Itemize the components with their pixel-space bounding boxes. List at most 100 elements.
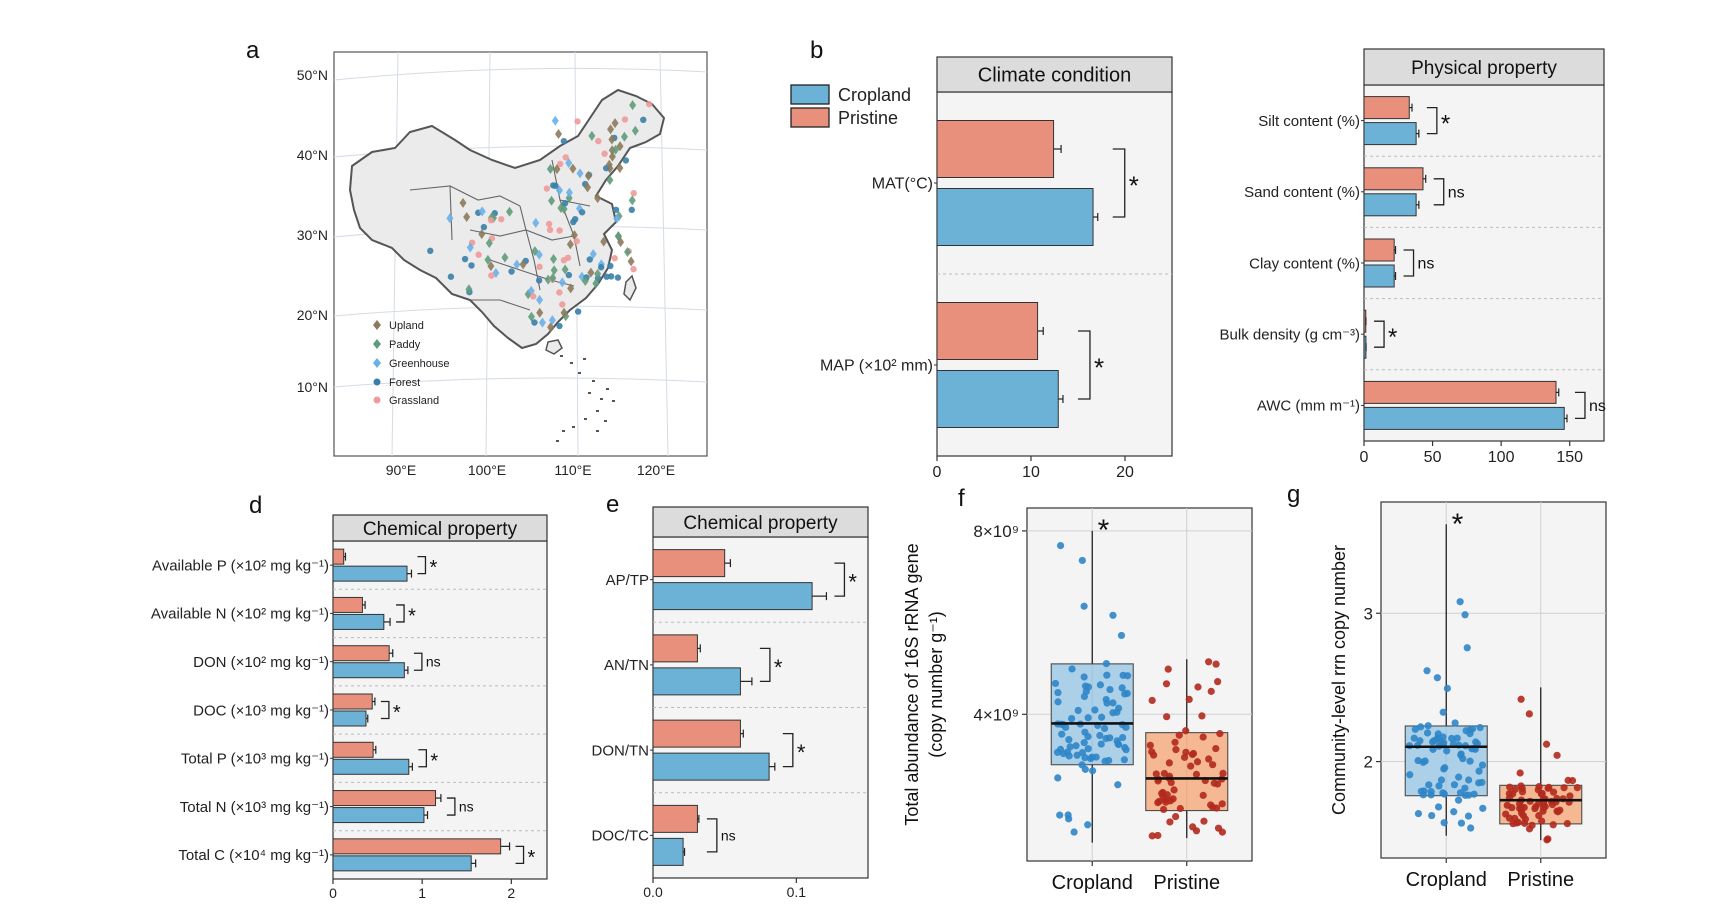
forest-point (612, 206, 620, 214)
data-point (1461, 611, 1469, 619)
x-tick-label: 10 (1022, 464, 1040, 481)
data-point (1531, 804, 1539, 813)
x-tick-label: Pristine (1153, 872, 1220, 894)
data-point (1212, 744, 1220, 753)
data-point (1054, 774, 1062, 782)
significance-bracket (417, 555, 427, 575)
data-point (1416, 737, 1424, 745)
data-point (1543, 836, 1551, 844)
data-point (1455, 773, 1463, 781)
grassland-point (601, 150, 608, 157)
data-point (1170, 786, 1178, 794)
data-point (1064, 811, 1072, 819)
map-south-sea-islands (556, 355, 615, 442)
greenhouse-point (576, 168, 584, 179)
greenhouse-legend-icon (373, 358, 381, 368)
data-point (1443, 747, 1451, 755)
significance-bracket (1077, 330, 1091, 400)
data-point (1187, 762, 1195, 770)
cropland-bar (936, 370, 1059, 428)
plot-frame (332, 540, 548, 880)
paddy-point (548, 195, 556, 206)
greenhouse-point (536, 294, 544, 305)
significance-bracket (413, 652, 423, 671)
upland-point (555, 128, 563, 139)
paddy-point (531, 246, 539, 257)
cropland-bar (1363, 264, 1395, 288)
data-point (1548, 800, 1557, 809)
map-sample-points (427, 100, 653, 333)
grassland-point (556, 289, 563, 296)
forest-point (586, 256, 593, 263)
x-tick-label: Pristine (1507, 869, 1574, 891)
forest-point (607, 273, 615, 280)
significance-bracket (1574, 391, 1586, 420)
map-taiwan (623, 274, 637, 302)
data-point (1066, 743, 1074, 751)
data-point (1072, 742, 1080, 750)
significance-bracket (834, 562, 846, 597)
x-tick-label: 150 (1556, 449, 1583, 466)
data-point (1165, 759, 1173, 767)
significance-bracket (418, 749, 428, 768)
y-axis-label: Total abundance of 16S rRNA gene (902, 543, 922, 825)
chart-title: Climate condition (978, 65, 1131, 87)
paddy-point (561, 264, 569, 275)
map-legend-label: Paddy (389, 339, 421, 351)
upland-point (608, 134, 616, 145)
data-point (1437, 776, 1446, 784)
data-point (1148, 696, 1156, 705)
significance-label: * (1129, 171, 1139, 201)
cropland-bar (652, 667, 741, 696)
data-point (1068, 665, 1076, 673)
paddy-point (624, 246, 632, 257)
significance-bracket (1426, 106, 1438, 135)
greenhouse-point (565, 187, 573, 198)
paddy-point (557, 202, 565, 213)
data-point (1553, 807, 1561, 815)
upland-point (459, 197, 467, 208)
data-point (1542, 740, 1551, 748)
panel-b: b Cropland Pristine (790, 37, 911, 128)
data-point (1440, 819, 1448, 827)
data-point (1506, 783, 1514, 791)
data-point (1478, 761, 1487, 769)
data-point (1516, 769, 1524, 777)
data-point (1078, 556, 1086, 565)
data-point (1100, 724, 1109, 733)
pristine-bar (652, 804, 698, 833)
data-point (1439, 708, 1447, 716)
chart-physical-property: Physical property * Silt content (%) ns Sand… (1220, 48, 1606, 466)
significance-label: ns (1448, 184, 1465, 201)
forest-point (468, 262, 475, 269)
forest-point (640, 116, 647, 124)
y-axis-label: Community-level rrn copy number (1329, 545, 1349, 815)
data-point (1199, 733, 1207, 741)
cropland-bar (332, 565, 408, 582)
data-point (1414, 809, 1423, 818)
cropland-bar (1363, 406, 1565, 430)
y-tick-label: 2 (1364, 753, 1373, 772)
upland-point (587, 267, 595, 278)
grassland-point (557, 160, 564, 168)
forest-point (607, 262, 614, 270)
chart-16s-abundance: f 4×10⁹ 8×10⁹ Cropland Pristine * Total abunda… (902, 485, 1253, 894)
lon-label: 110°E (554, 462, 591, 478)
data-point (1192, 770, 1201, 778)
data-point (1080, 673, 1088, 681)
paddy-point (527, 311, 535, 322)
data-point (1450, 808, 1458, 816)
data-point (1417, 787, 1425, 795)
data-point (1193, 758, 1202, 766)
data-point (1097, 740, 1105, 748)
data-point (1166, 797, 1175, 805)
lon-label: 90°E (386, 462, 417, 478)
data-point (1440, 790, 1448, 798)
upland-point (519, 259, 527, 270)
lon-label: 120°E (637, 462, 675, 478)
greenhouse-point (548, 315, 556, 326)
significance-label: * (774, 655, 783, 680)
greenhouse-point (555, 185, 563, 196)
data-point (1509, 790, 1517, 798)
panel-a-map: a (246, 37, 708, 478)
